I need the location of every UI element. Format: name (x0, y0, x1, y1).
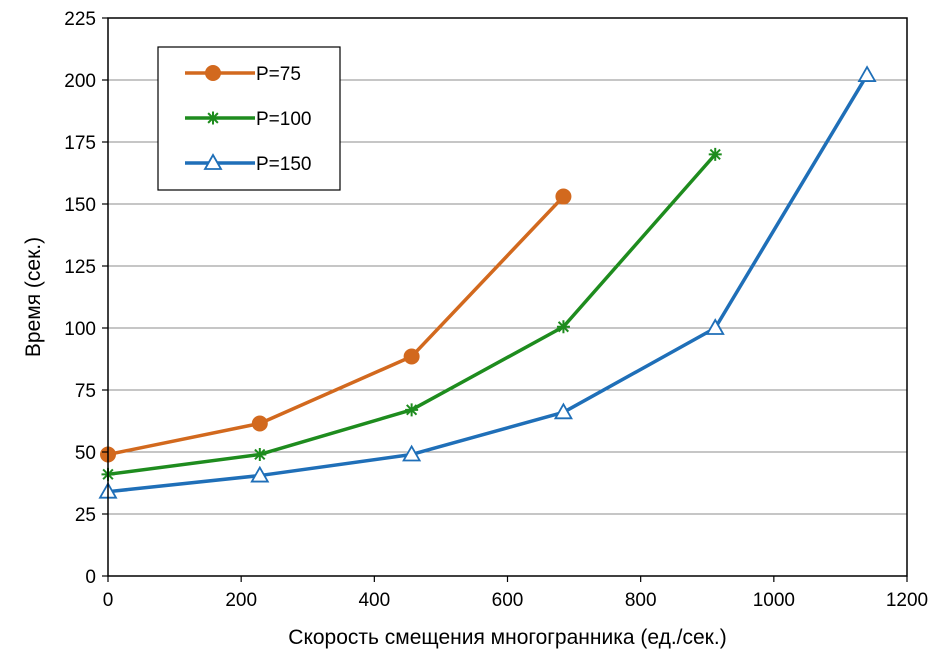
data-point (253, 447, 267, 461)
x-tick-label: 1000 (753, 590, 795, 611)
legend-item: P=75 (185, 64, 301, 85)
data-point (403, 348, 420, 365)
legend-label: P=150 (256, 154, 311, 175)
x-axis-title: Скорость смещения многогранника (ед./сек… (288, 626, 726, 649)
data-point (553, 402, 573, 420)
x-tick-label: 400 (358, 590, 390, 611)
series-line (107, 74, 869, 494)
series-line (107, 195, 565, 457)
data-point (405, 403, 419, 417)
data-point (555, 188, 572, 205)
y-axis-title: Время (сек.) (22, 237, 45, 357)
x-tick-label: 800 (625, 590, 657, 611)
legend-swatch-marker (203, 153, 223, 170)
data-point (556, 320, 570, 334)
x-tick-label: 200 (225, 590, 257, 611)
x-tick-label: 0 (103, 590, 114, 611)
data-point (250, 465, 270, 483)
y-tick-label: 50 (75, 443, 96, 464)
legend-label: P=100 (256, 109, 311, 130)
data-point (857, 65, 877, 82)
series-P=150 (98, 65, 877, 499)
axis-ticks: 0 25 50 75 100 125 150 175 200 225 0 200 400 600 800 10… (64, 9, 928, 611)
legend: P=75 P=100 P=150 (157, 46, 341, 191)
series-P=75 (100, 188, 572, 463)
y-tick-label: 0 (85, 567, 96, 588)
legend-label: P=75 (256, 64, 301, 85)
legend-item: P=150 (185, 153, 311, 175)
y-tick-label: 150 (64, 195, 96, 216)
data-point (402, 444, 422, 462)
y-tick-label: 25 (75, 505, 96, 526)
legend-swatch-marker (206, 111, 220, 125)
legend-swatch-marker (205, 65, 221, 81)
data-point (705, 318, 725, 335)
y-tick-label: 125 (64, 257, 96, 278)
data-point (708, 147, 722, 161)
data-point (251, 415, 268, 432)
y-tick-label: 75 (75, 381, 96, 402)
legend-item: P=100 (185, 109, 311, 130)
x-tick-label: 600 (492, 590, 524, 611)
y-tick-label: 200 (64, 71, 96, 92)
y-tick-label: 100 (64, 319, 96, 340)
x-tick-label: 1200 (886, 590, 928, 611)
y-tick-label: 175 (64, 133, 96, 154)
y-tick-label: 225 (64, 9, 96, 30)
